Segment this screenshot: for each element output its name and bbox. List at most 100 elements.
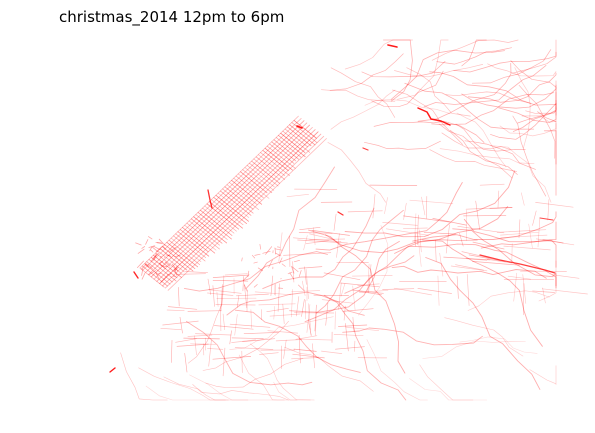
bronx-street [330, 89, 396, 130]
brooklyn-cross-street [301, 298, 305, 317]
brooklyn-street [208, 289, 242, 294]
brooklyn-cross-street [283, 339, 287, 359]
brooklyn-avenue [304, 255, 415, 323]
southeast-street [357, 225, 389, 316]
queens-cross-street [403, 202, 407, 220]
queens-cross-street [340, 283, 346, 297]
cross-street [271, 141, 297, 162]
brooklyn-avenue [185, 320, 313, 386]
bronx-street [361, 61, 446, 78]
brooklyn-street [215, 304, 256, 306]
cross-street [237, 173, 270, 199]
brooklyn-cross-street [244, 283, 248, 309]
brooklyn-cross-street [301, 280, 306, 296]
brooklyn-street [176, 273, 206, 275]
brooklyn-avenue [183, 251, 328, 292]
queens-cross-street [338, 282, 342, 310]
queens-street [385, 228, 429, 236]
waterfront-street [265, 246, 273, 255]
bronx-street [431, 39, 519, 61]
cross-street [273, 139, 300, 160]
bronx-road [382, 39, 413, 102]
heavy-segment [417, 107, 451, 126]
brooklyn-street [234, 347, 274, 350]
waterfront-street [268, 259, 273, 268]
downtown-street [155, 271, 160, 279]
cross-street [278, 135, 306, 158]
queens-cross-street [497, 190, 500, 208]
brooklyn-street [291, 357, 319, 360]
cross-street [264, 147, 293, 171]
queens-street [532, 290, 555, 293]
brooklyn-street [162, 320, 199, 326]
cross-street [275, 137, 302, 158]
cross-street [284, 128, 308, 148]
cross-street [253, 158, 281, 180]
manhattan-street-grid [135, 115, 327, 291]
queens-cross-street [520, 192, 525, 206]
brooklyn-cross-street [234, 314, 238, 336]
downtown-street [173, 268, 178, 276]
downtown-street [155, 242, 163, 244]
bronx-street [517, 103, 557, 124]
queens-avenue [421, 239, 543, 347]
bronx-street [525, 80, 557, 114]
downtown-street [151, 246, 159, 253]
downtown-street [149, 246, 153, 252]
brooklyn-street [321, 350, 343, 354]
brooklyn-street [254, 291, 292, 296]
bronx-street [441, 132, 511, 150]
queens-cross-street [372, 194, 376, 219]
brooklyn-street [338, 324, 368, 327]
brooklyn-street [160, 327, 182, 331]
queens-street [535, 238, 575, 246]
heavy-segment [387, 44, 398, 48]
queens-street [500, 231, 539, 236]
waterfront-street [274, 248, 283, 251]
brooklyn-street [229, 323, 271, 328]
queens-cross-street [414, 213, 417, 244]
brooklyn-cross-street [343, 305, 346, 321]
brooklyn-cross-street [178, 286, 180, 307]
brooklyn-street [187, 334, 213, 337]
cross-street [282, 130, 311, 153]
queens-cross-street [303, 235, 308, 251]
brooklyn-avenue [289, 240, 400, 313]
downtown-street [174, 266, 179, 272]
heavy-segment [337, 211, 344, 216]
waterfront-street [293, 259, 300, 263]
bronx-street [456, 112, 507, 168]
brooklyn-cross-street [306, 304, 311, 333]
south-street [163, 376, 249, 401]
southeast-street [467, 290, 550, 311]
cross-street [141, 265, 168, 287]
avenue [164, 135, 325, 289]
brooklyn-cross-street [236, 295, 240, 308]
brooklyn-street [267, 330, 299, 334]
heavy-street-segments [109, 44, 556, 373]
queens-street [305, 240, 329, 244]
brooklyn-cross-street [314, 304, 317, 332]
cross-street [240, 171, 268, 194]
queens-cross-street [336, 233, 340, 258]
queens-cross-street [434, 239, 437, 262]
cross-street [244, 167, 275, 191]
south-street [189, 374, 285, 401]
queens-street [465, 206, 513, 210]
brooklyn-cross-street [194, 335, 197, 356]
cross-street [215, 194, 249, 222]
brooklyn-street [207, 348, 224, 350]
brooklyn-cross-street [325, 302, 329, 326]
avenue [145, 120, 305, 273]
brooklyn-avenue [344, 239, 478, 294]
queens-cross-street [384, 197, 388, 214]
cross-street [197, 212, 232, 240]
brooklyn-street [352, 275, 393, 277]
brooklyn-street [224, 273, 248, 276]
bronx-street [518, 84, 556, 159]
cross-street [211, 199, 244, 226]
queens-street [479, 183, 505, 186]
cross-street [251, 160, 281, 184]
cross-street [168, 239, 201, 265]
